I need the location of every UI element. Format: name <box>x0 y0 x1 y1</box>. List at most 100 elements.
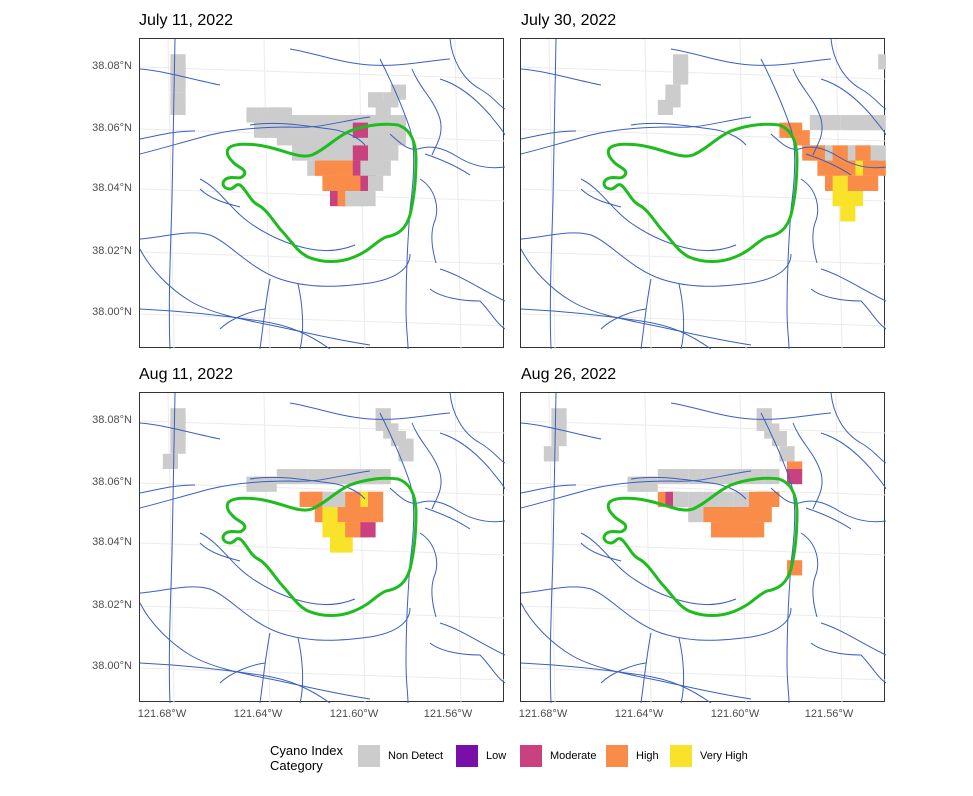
waterway-line <box>439 268 505 302</box>
x-tick-label: 121.64°W <box>614 708 664 720</box>
waterway-line <box>168 39 176 349</box>
waterway-line <box>259 278 271 349</box>
waterway-line <box>199 178 356 252</box>
waterway-line <box>630 476 747 500</box>
waterway-line <box>792 422 823 510</box>
waterway-line <box>521 484 577 494</box>
graticule-line <box>521 251 886 265</box>
graticule-line <box>521 605 886 619</box>
waterway-line <box>168 393 176 703</box>
waterway-line <box>670 48 832 66</box>
waterway-line <box>419 532 438 618</box>
y-tick-label: 38.06°N <box>92 476 132 488</box>
waterway-line <box>389 487 505 523</box>
waterway-line <box>820 622 886 656</box>
waterway-line <box>521 586 792 641</box>
waterway-line <box>770 133 886 169</box>
legend-label: Very High <box>700 750 748 762</box>
waterway-line <box>140 232 411 287</box>
study-area-boundary <box>221 122 418 263</box>
y-tick-label: 38.02°N <box>92 245 132 257</box>
cyano-cell <box>375 469 391 485</box>
legend-key-low <box>456 745 478 767</box>
graticule-line <box>263 39 271 349</box>
waterway-line <box>810 642 886 684</box>
y-tick-label: 38.04°N <box>92 182 132 194</box>
cyano-cell <box>368 175 384 191</box>
cyano-cell <box>756 507 772 523</box>
y-tick-label: 38.02°N <box>92 599 132 611</box>
waterway-line <box>678 283 685 349</box>
legend-title: Cyano Index Category <box>270 743 343 773</box>
waterway-line <box>820 268 886 302</box>
waterway-line <box>678 637 685 703</box>
legend-key-very-high <box>670 745 692 767</box>
graticule-line <box>835 393 843 703</box>
cyano-cell <box>787 469 803 485</box>
waterway-line <box>140 308 331 349</box>
graticule-line <box>521 667 886 681</box>
graticule-line <box>140 482 505 496</box>
cyano-cell <box>870 145 886 161</box>
cyano-cell <box>337 537 353 553</box>
waterway-line <box>549 393 557 703</box>
cyano-cell <box>771 431 787 447</box>
waterway-line <box>820 432 886 490</box>
x-tick-label: 121.60°W <box>710 708 760 720</box>
x-tick-label: 121.56°W <box>423 708 473 720</box>
waterway-line <box>820 78 886 136</box>
cyano-cell <box>551 431 567 447</box>
graticule-line <box>644 39 652 349</box>
cyano-cell <box>170 77 186 93</box>
waterway-line <box>670 402 832 420</box>
waterway-line <box>424 153 471 176</box>
waterway-line <box>830 393 886 464</box>
legend-key-non-detect <box>358 745 380 767</box>
graticule-line <box>140 66 505 80</box>
cyano-cell <box>718 491 734 507</box>
cyano-cell <box>398 446 414 462</box>
waterway-line <box>249 122 366 146</box>
y-tick-label: 38.08°N <box>92 414 132 426</box>
waterway-line <box>521 130 577 140</box>
cyano-cell <box>794 130 810 146</box>
graticule-line <box>644 393 652 703</box>
waterway-line <box>140 586 411 641</box>
cyano-cell <box>657 469 673 485</box>
waterway-line <box>600 662 647 684</box>
map-panel-2 <box>520 38 886 349</box>
waterway-line <box>521 602 752 700</box>
cyano-cell <box>825 115 841 131</box>
legend-label: Low <box>486 750 507 762</box>
waterway-line <box>770 487 886 523</box>
map-canvas-4 <box>521 393 886 703</box>
waterway-line <box>140 130 196 140</box>
waterway-line <box>259 632 271 703</box>
waterway-line <box>439 622 505 656</box>
map-panel-3 <box>139 392 505 703</box>
cyano-cell <box>688 491 704 507</box>
graticule-line <box>140 667 505 681</box>
y-tick-label: 38.04°N <box>92 536 132 548</box>
cyano-cell <box>749 522 765 538</box>
cyano-cell <box>383 145 399 161</box>
waterway-line <box>140 248 371 346</box>
waterway-line <box>439 78 505 136</box>
waterway-line <box>199 188 241 208</box>
graticule-line <box>521 313 886 327</box>
graticule-line <box>739 39 747 349</box>
waterway-line <box>805 507 852 530</box>
cyano-cell <box>870 160 886 176</box>
cyano-cell <box>162 453 178 469</box>
cyano-cell <box>642 476 658 492</box>
waterway-line <box>289 402 451 420</box>
legend-key-moderate <box>520 745 542 767</box>
cyano-cell <box>368 507 384 523</box>
waterway-line <box>289 48 451 66</box>
cyano-cell <box>170 438 186 454</box>
graticule-line <box>140 313 505 327</box>
waterway-line <box>140 662 331 703</box>
waterway-line <box>297 637 304 703</box>
study-area-boundary <box>602 476 799 617</box>
graticule-line <box>454 39 462 349</box>
